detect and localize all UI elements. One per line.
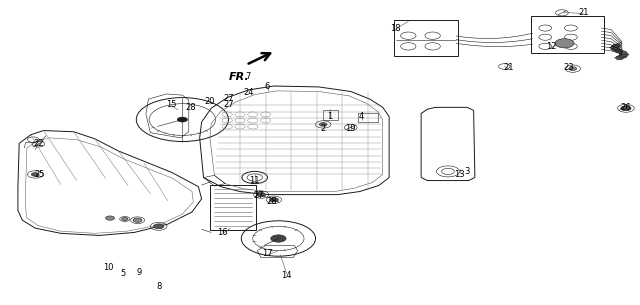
Text: 14: 14 [282,271,292,280]
Circle shape [612,44,620,48]
Text: 17: 17 [262,249,273,258]
Text: 13: 13 [454,170,465,179]
Text: FR.: FR. [228,72,249,82]
Text: 23: 23 [563,63,573,72]
Text: 27: 27 [224,100,234,109]
Circle shape [177,117,188,122]
Circle shape [271,235,286,242]
Circle shape [31,173,39,176]
Circle shape [611,46,618,49]
Circle shape [621,106,631,111]
Text: 26: 26 [621,103,631,112]
Text: 21: 21 [504,63,514,72]
Text: 8: 8 [156,282,161,291]
Circle shape [133,218,142,222]
Text: 19: 19 [346,124,356,133]
Circle shape [620,54,627,58]
Circle shape [122,217,128,221]
Text: 7: 7 [246,72,251,81]
Text: 25: 25 [35,170,45,179]
Text: 5: 5 [120,269,125,278]
Text: 21: 21 [579,8,589,17]
Text: 15: 15 [166,100,177,109]
Text: 28: 28 [186,103,196,112]
Text: 2: 2 [321,124,326,133]
Text: 16: 16 [218,228,228,237]
Text: 27: 27 [254,191,264,200]
Circle shape [257,192,266,197]
Text: 12: 12 [547,42,557,51]
Text: 1: 1 [327,112,332,121]
Text: 20: 20 [205,97,215,106]
Text: 27: 27 [224,94,234,103]
Text: 24: 24 [243,88,253,97]
Circle shape [555,39,574,48]
Circle shape [616,56,623,60]
Circle shape [616,49,623,53]
Text: 9: 9 [137,267,142,277]
Circle shape [106,216,115,220]
Circle shape [621,53,628,56]
Circle shape [619,51,627,55]
Circle shape [569,67,577,70]
Text: 22: 22 [33,139,44,149]
Text: 10: 10 [104,263,114,272]
Text: 18: 18 [390,23,401,33]
Text: 3: 3 [465,167,470,176]
Text: 28: 28 [267,197,277,206]
Circle shape [319,123,327,126]
Circle shape [154,224,164,229]
Circle shape [269,198,278,202]
Text: 6: 6 [265,81,270,91]
Circle shape [612,48,620,51]
Text: 4: 4 [359,112,364,121]
Text: 11: 11 [250,176,260,185]
